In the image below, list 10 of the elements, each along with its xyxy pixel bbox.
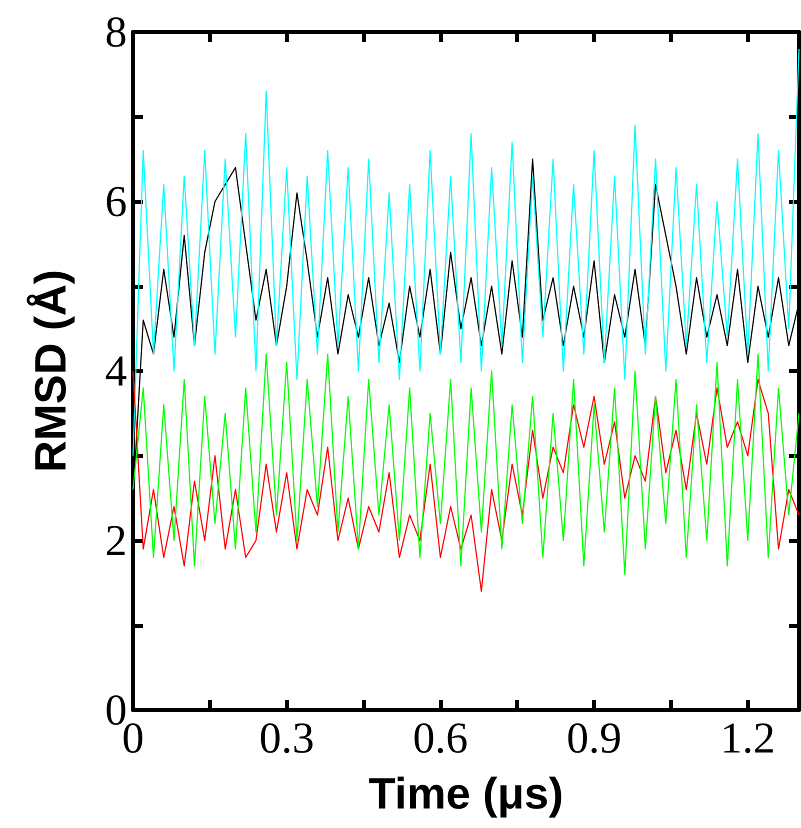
y-tick-label: 4 bbox=[105, 346, 127, 396]
x-tick-label: 0.6 bbox=[412, 714, 468, 762]
x-tick-label: 0.9 bbox=[566, 714, 622, 762]
y-tick-label: 8 bbox=[105, 8, 127, 56]
x-axis-title: Time (μs) bbox=[368, 770, 564, 818]
x-tick-label: 1.2 bbox=[720, 714, 776, 762]
y-axis-title: RMSD (Å) bbox=[26, 270, 76, 472]
y-tick-label: 2 bbox=[105, 516, 127, 565]
x-tick-label: 0.3 bbox=[259, 714, 314, 762]
y-tick-label: 6 bbox=[105, 177, 127, 226]
